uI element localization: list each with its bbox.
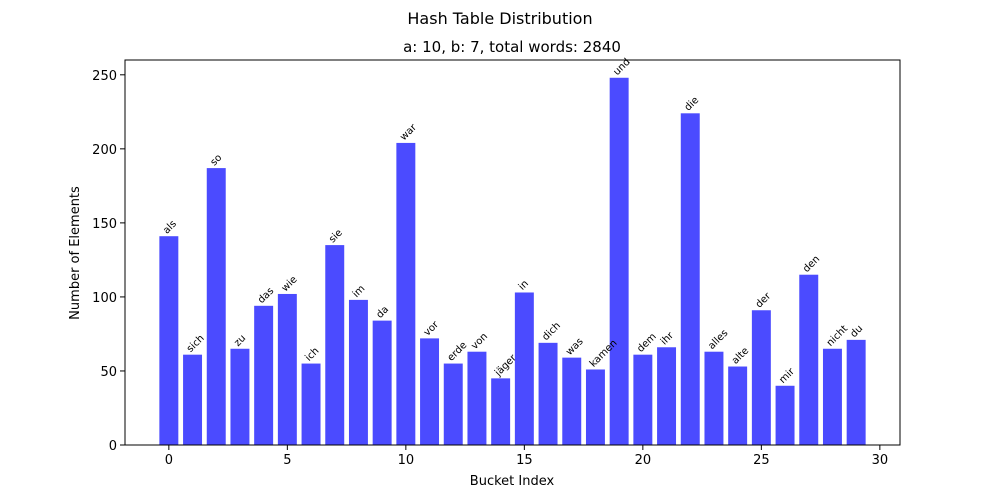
bar-als xyxy=(159,236,179,445)
bar-sich xyxy=(183,354,203,445)
bar-label: dem xyxy=(635,331,659,355)
bar-label: sie xyxy=(327,227,345,245)
bar-label: was xyxy=(564,336,586,358)
bar-label: vor xyxy=(422,319,442,339)
bar-label: die xyxy=(683,95,702,114)
bar-von xyxy=(467,351,487,445)
bar-jäger xyxy=(491,378,511,445)
bar-label: war xyxy=(398,122,419,143)
x-tick-label: 25 xyxy=(753,453,770,468)
bar-ihr xyxy=(657,347,677,445)
bar-erde xyxy=(443,363,463,445)
bar-label: so xyxy=(209,152,225,168)
bars-group xyxy=(159,77,866,446)
bar-label: nicht xyxy=(825,323,850,348)
bar-wie xyxy=(277,293,297,445)
bar-label: erde xyxy=(446,340,470,364)
bar-im xyxy=(348,299,368,445)
bar-label: du xyxy=(848,323,865,340)
figure-suptitle: Hash Table Distribution xyxy=(407,9,592,28)
bar-label: da xyxy=(374,304,391,321)
bar-label: im xyxy=(351,283,368,300)
bar-alles xyxy=(704,351,724,445)
bar-was xyxy=(562,357,582,445)
bar-label: der xyxy=(754,290,774,310)
chart-title: a: 10, b: 7, total words: 2840 xyxy=(403,38,621,56)
bar-den xyxy=(799,274,819,445)
bar-label: sich xyxy=(185,333,207,355)
bar-so xyxy=(206,168,226,445)
bar-label: ich xyxy=(303,346,321,364)
bar-sie xyxy=(325,245,345,445)
x-axis-ticks: 0 5 10 15 20 25 30 xyxy=(165,445,888,468)
bar-label: von xyxy=(469,331,490,352)
bar-label: dich xyxy=(540,320,563,343)
bar-label: als xyxy=(161,219,179,237)
bar-kamen xyxy=(585,369,605,445)
bar-label: mir xyxy=(777,366,797,386)
bar-du xyxy=(846,339,866,445)
y-axis-ticks: 0 50 100 150 200 250 xyxy=(92,69,125,454)
x-axis-label: Bucket Index xyxy=(470,474,555,489)
y-axis-label: Number of Elements xyxy=(68,186,83,320)
y-tick-label: 150 xyxy=(92,217,117,232)
bar-das xyxy=(254,305,274,445)
y-tick-label: 200 xyxy=(92,143,117,158)
bar-ich xyxy=(301,363,321,445)
bar-dem xyxy=(633,354,653,445)
x-tick-label: 10 xyxy=(398,453,415,468)
bar-zu xyxy=(230,348,250,445)
y-tick-label: 250 xyxy=(92,69,117,84)
plot-frame xyxy=(124,59,901,446)
bar-der xyxy=(751,310,771,445)
bar-label: zu xyxy=(232,333,248,349)
bar-label: den xyxy=(801,254,822,275)
x-tick-label: 5 xyxy=(283,453,291,468)
y-tick-label: 100 xyxy=(92,291,117,306)
bar-vor xyxy=(420,338,440,445)
bar-war xyxy=(396,142,416,445)
y-tick-label: 0 xyxy=(109,439,117,454)
bar-label: das xyxy=(256,286,276,306)
bar-in xyxy=(514,292,534,445)
y-tick-label: 50 xyxy=(100,365,117,380)
bar-und xyxy=(609,77,629,446)
bar-label: ihr xyxy=(659,330,677,348)
bar-da xyxy=(372,320,392,445)
bar-dich xyxy=(538,342,558,445)
bar-alte xyxy=(728,366,748,445)
x-tick-label: 20 xyxy=(635,453,652,468)
bar-label: alte xyxy=(730,345,751,366)
x-tick-label: 15 xyxy=(516,453,533,468)
bar-label: alles xyxy=(706,328,730,352)
bar-label: wie xyxy=(280,274,300,294)
bar-label: in xyxy=(517,278,531,292)
bar-nicht xyxy=(822,348,842,445)
bar-mir xyxy=(775,385,795,445)
x-tick-label: 30 xyxy=(872,453,889,468)
bar-die xyxy=(680,113,700,446)
x-tick-label: 0 xyxy=(165,453,173,468)
